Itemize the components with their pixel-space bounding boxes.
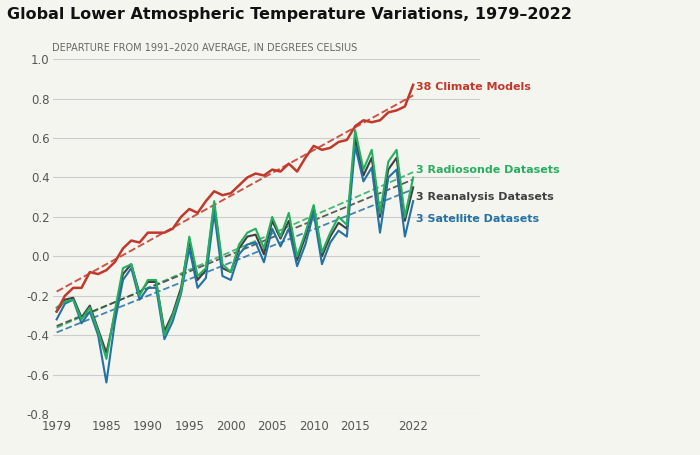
- Text: 3 Satellite Datasets: 3 Satellite Datasets: [416, 214, 539, 224]
- Text: 38 Climate Models: 38 Climate Models: [416, 82, 531, 92]
- Text: 3 Radiosonde Datasets: 3 Radiosonde Datasets: [416, 165, 559, 175]
- Text: 3 Reanalysis Datasets: 3 Reanalysis Datasets: [416, 192, 554, 202]
- Text: Global Lower Atmospheric Temperature Variations, 1979–2022: Global Lower Atmospheric Temperature Var…: [7, 7, 572, 22]
- Text: DEPARTURE FROM 1991–2020 AVERAGE, IN DEGREES CELSIUS: DEPARTURE FROM 1991–2020 AVERAGE, IN DEG…: [52, 43, 358, 53]
